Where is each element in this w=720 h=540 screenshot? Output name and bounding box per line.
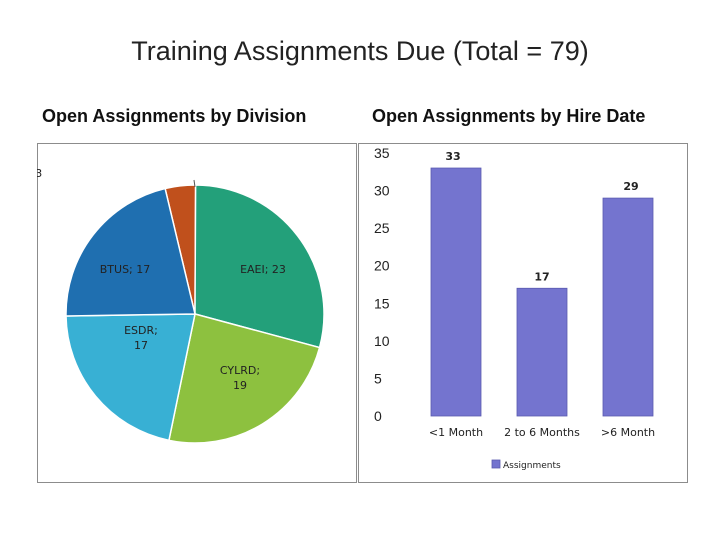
y-tick-label: 10 bbox=[374, 333, 390, 349]
y-tick-label: 5 bbox=[374, 370, 382, 386]
y-tick-label: 0 bbox=[374, 408, 382, 424]
pie-chart: ETA; 3 EAEI; 23 CYLRD;19 ESDR;17 BTUS; 17 bbox=[37, 143, 357, 483]
pie-slice-esdr bbox=[65, 313, 196, 442]
data-label-1-month: 33 bbox=[445, 150, 460, 163]
bar-6-month bbox=[602, 197, 654, 417]
y-tick-label: 30 bbox=[374, 183, 390, 199]
pie-slice-btus bbox=[65, 187, 196, 317]
legend-swatch-assignments bbox=[491, 459, 501, 469]
x-tick-label-2-to-6-months: 2 to 6 Months bbox=[504, 426, 580, 439]
pie-label-cyl-rd: CYLRD; 19 bbox=[220, 364, 260, 392]
legend-label-assignments: Assignments bbox=[503, 461, 561, 471]
bar-1-month bbox=[430, 167, 482, 417]
bar-chart-title: Open Assignments by Hire Date bbox=[372, 106, 646, 126]
pie-label-eaei: EAEI; 23 bbox=[240, 263, 286, 276]
bar-chart: 35 30 25 20 15 10 5 0 33 17 29 <1 Month 2 to 6 Mon… bbox=[358, 143, 688, 483]
y-tick-label: 20 bbox=[374, 258, 390, 274]
bar-2-to-6-months bbox=[516, 287, 568, 417]
y-tick-label: 25 bbox=[374, 220, 390, 236]
pie-label-btus: BTUS; 17 bbox=[100, 263, 151, 276]
pie-label-eta: ETA; 3 bbox=[37, 167, 42, 180]
pie-slice-cyl-rd bbox=[168, 313, 321, 444]
page-title: Training Assignments Due (Total = 79) bbox=[131, 36, 589, 66]
pie-leader-line-eta bbox=[193, 179, 196, 188]
x-tick-label-1-month: <1 Month bbox=[429, 426, 483, 439]
data-label-2-to-6-months: 17 bbox=[534, 270, 549, 283]
y-tick-label: 35 bbox=[374, 145, 390, 161]
pie-slice-eaei bbox=[194, 184, 325, 349]
y-tick-label: 15 bbox=[374, 295, 390, 311]
pie-chart-title: Open Assignments by Division bbox=[42, 106, 307, 126]
x-tick-label-6-month: >6 Month bbox=[601, 426, 655, 439]
data-label-6-month: 29 bbox=[623, 180, 638, 193]
pie-label-esdr: ESDR; 17 bbox=[124, 324, 158, 352]
